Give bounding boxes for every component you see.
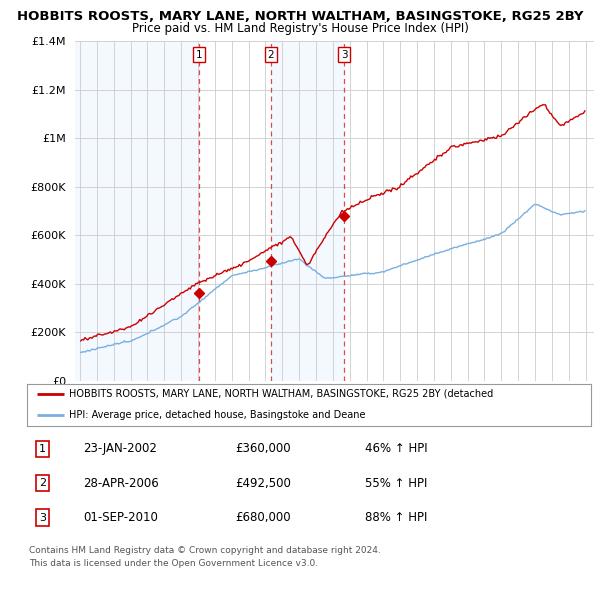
Text: £492,500: £492,500 — [236, 477, 292, 490]
Text: 88% ↑ HPI: 88% ↑ HPI — [365, 511, 428, 524]
Text: 1: 1 — [196, 50, 202, 60]
Text: £680,000: £680,000 — [236, 511, 292, 524]
Text: 55% ↑ HPI: 55% ↑ HPI — [365, 477, 428, 490]
Text: 01-SEP-2010: 01-SEP-2010 — [83, 511, 158, 524]
Bar — [75, 41, 199, 381]
Text: £360,000: £360,000 — [236, 442, 292, 455]
Bar — [271, 41, 344, 381]
Text: 2: 2 — [268, 50, 274, 60]
Text: 3: 3 — [39, 513, 46, 523]
Text: 28-APR-2006: 28-APR-2006 — [83, 477, 159, 490]
Text: 46% ↑ HPI: 46% ↑ HPI — [365, 442, 428, 455]
Text: HOBBITS ROOSTS, MARY LANE, NORTH WALTHAM, BASINGSTOKE, RG25 2BY: HOBBITS ROOSTS, MARY LANE, NORTH WALTHAM… — [17, 10, 583, 23]
Text: HPI: Average price, detached house, Basingstoke and Deane: HPI: Average price, detached house, Basi… — [70, 410, 366, 420]
Text: 1: 1 — [39, 444, 46, 454]
Text: This data is licensed under the Open Government Licence v3.0.: This data is licensed under the Open Gov… — [29, 559, 318, 568]
Text: 2: 2 — [39, 478, 46, 488]
Text: 3: 3 — [341, 50, 347, 60]
Text: Price paid vs. HM Land Registry's House Price Index (HPI): Price paid vs. HM Land Registry's House … — [131, 22, 469, 35]
Bar — [199, 41, 271, 381]
Bar — [344, 41, 594, 381]
Text: 23-JAN-2002: 23-JAN-2002 — [83, 442, 157, 455]
Text: Contains HM Land Registry data © Crown copyright and database right 2024.: Contains HM Land Registry data © Crown c… — [29, 546, 380, 555]
Text: HOBBITS ROOSTS, MARY LANE, NORTH WALTHAM, BASINGSTOKE, RG25 2BY (detached: HOBBITS ROOSTS, MARY LANE, NORTH WALTHAM… — [70, 389, 494, 399]
